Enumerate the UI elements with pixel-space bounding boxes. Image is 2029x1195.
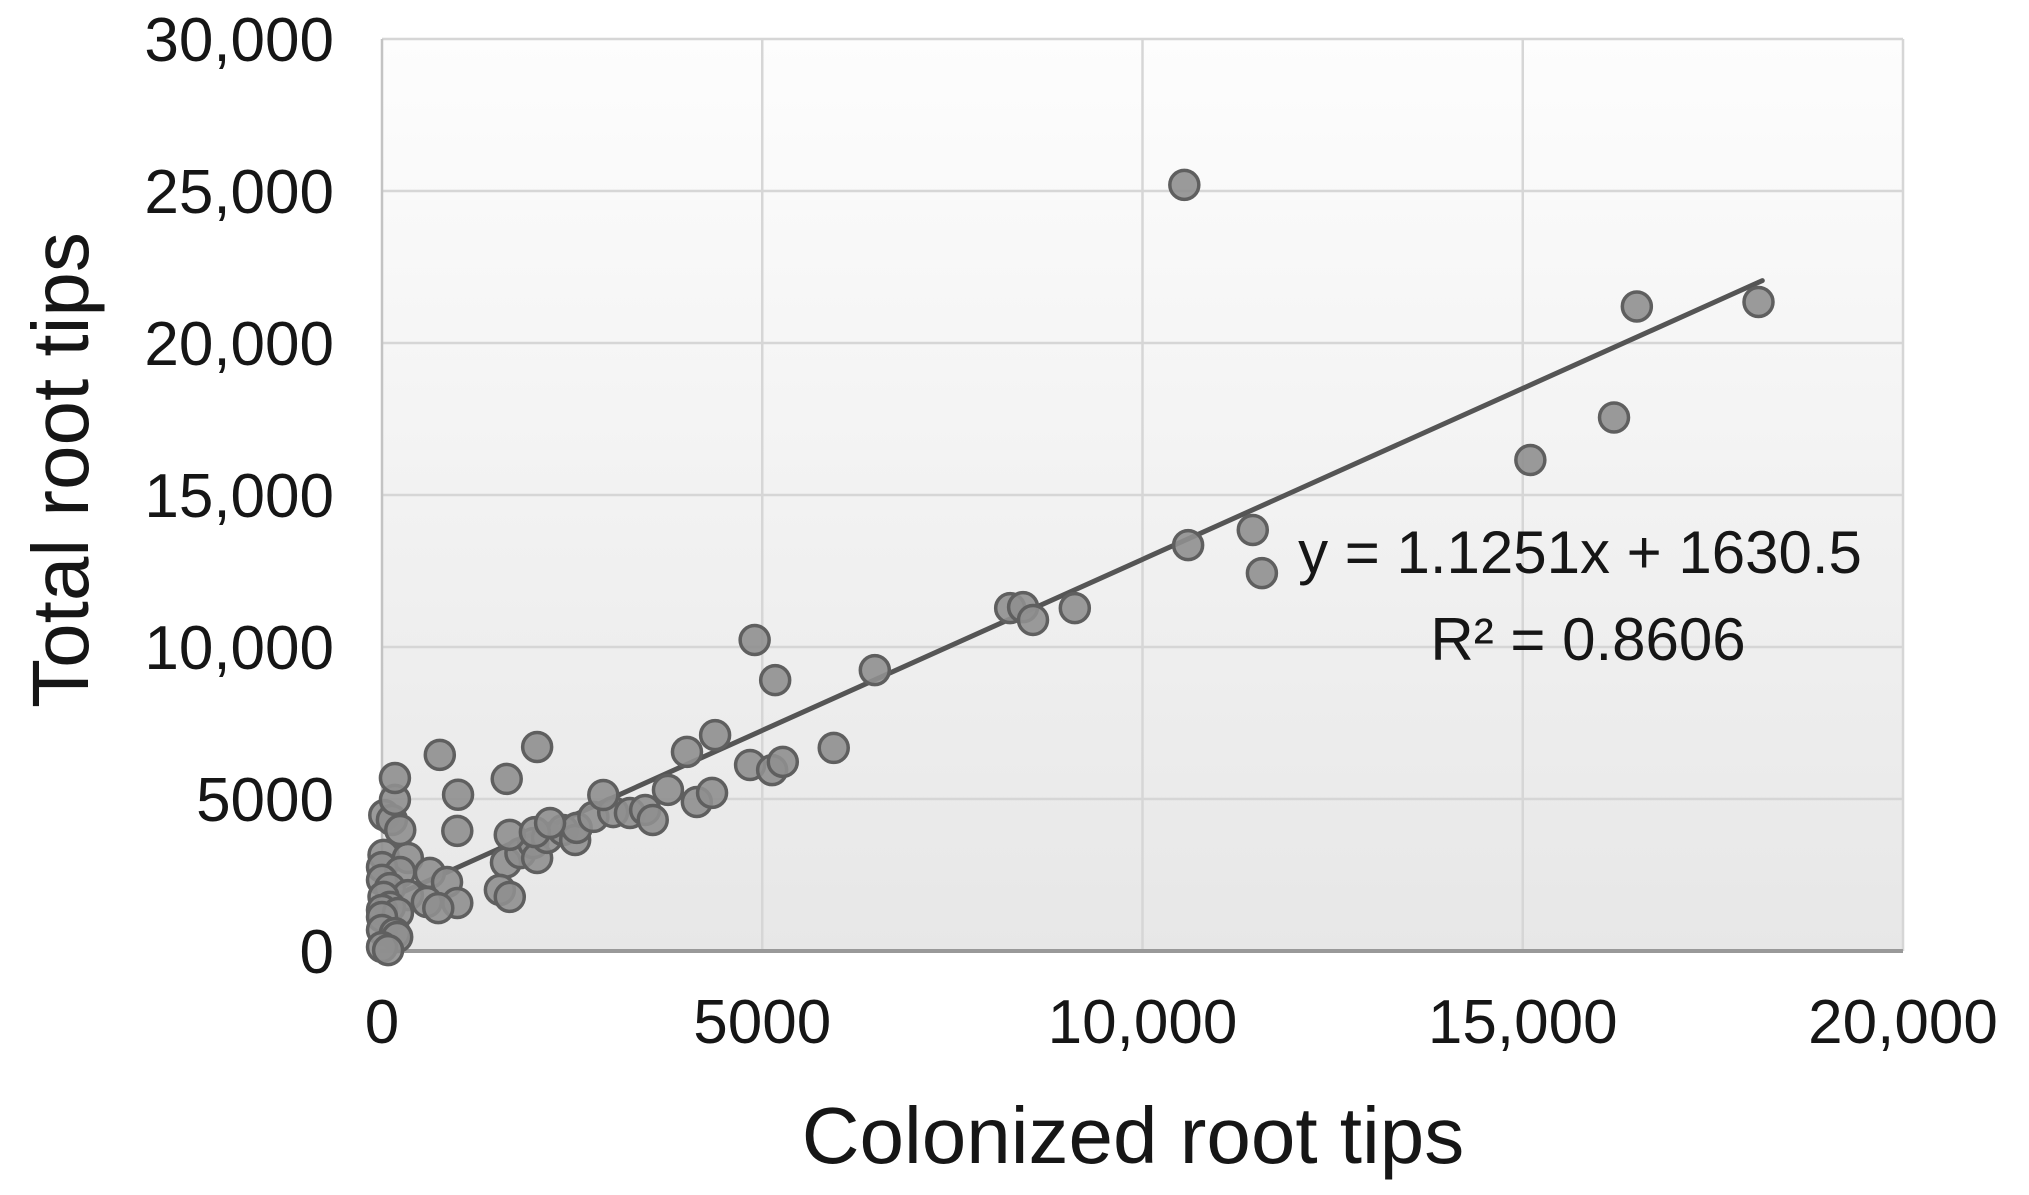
x-tick-labels: 0 5000 10,000 15,000 20,000 (365, 988, 1998, 1057)
data-point (670, 735, 704, 769)
data-point (1168, 168, 1201, 202)
data-point (698, 718, 732, 752)
y-axis-title: Total root tips (16, 232, 105, 708)
x-tick-label: 10,000 (1048, 988, 1238, 1057)
data-point (695, 776, 729, 810)
data-point (758, 663, 792, 697)
data-point (587, 778, 620, 812)
data-point (441, 814, 474, 848)
data-point (738, 623, 771, 657)
data-point (651, 773, 685, 807)
data-point (378, 761, 412, 795)
y-tick-label: 10,000 (144, 614, 334, 683)
data-point (423, 738, 457, 772)
trendline-equation: y = 1.1251x + 1630.5 (1298, 519, 1862, 586)
x-tick-label: 0 (365, 988, 399, 1057)
y-tick-label: 15,000 (144, 462, 334, 531)
data-point (1597, 401, 1631, 434)
x-tick-label: 15,000 (1428, 988, 1618, 1057)
data-point (520, 730, 554, 764)
y-tick-label: 25,000 (144, 158, 334, 227)
data-point (493, 880, 527, 914)
data-point (1245, 556, 1279, 590)
data-point (1742, 285, 1775, 319)
data-point (371, 933, 405, 967)
y-tick-label: 30,000 (144, 6, 334, 75)
data-point (1016, 603, 1050, 637)
data-points (365, 168, 1775, 967)
data-point (1058, 591, 1092, 625)
data-point (533, 806, 567, 840)
data-point (817, 731, 850, 765)
data-point (636, 803, 669, 837)
data-point (1514, 443, 1547, 477)
data-point (490, 762, 523, 796)
y-tick-label: 0 (300, 918, 334, 987)
data-point (1171, 528, 1205, 562)
y-tick-label: 5000 (196, 766, 334, 835)
data-point (1620, 290, 1654, 323)
data-point (422, 891, 455, 925)
trendline-r-squared: R² = 0.8606 (1430, 606, 1745, 673)
data-point (766, 745, 800, 779)
y-tick-label: 20,000 (144, 310, 334, 379)
data-point (858, 653, 892, 687)
data-point (1236, 513, 1270, 547)
x-axis-title: Colonized root tips (802, 1091, 1465, 1180)
x-tick-label: 5000 (693, 988, 831, 1057)
data-point (441, 778, 475, 811)
x-tick-label: 20,000 (1808, 988, 1998, 1057)
gridlines (382, 37, 1905, 951)
data-point (384, 813, 417, 847)
y-tick-labels: 0 5000 10,000 15,000 20,000 25,000 30,000 (144, 6, 334, 987)
